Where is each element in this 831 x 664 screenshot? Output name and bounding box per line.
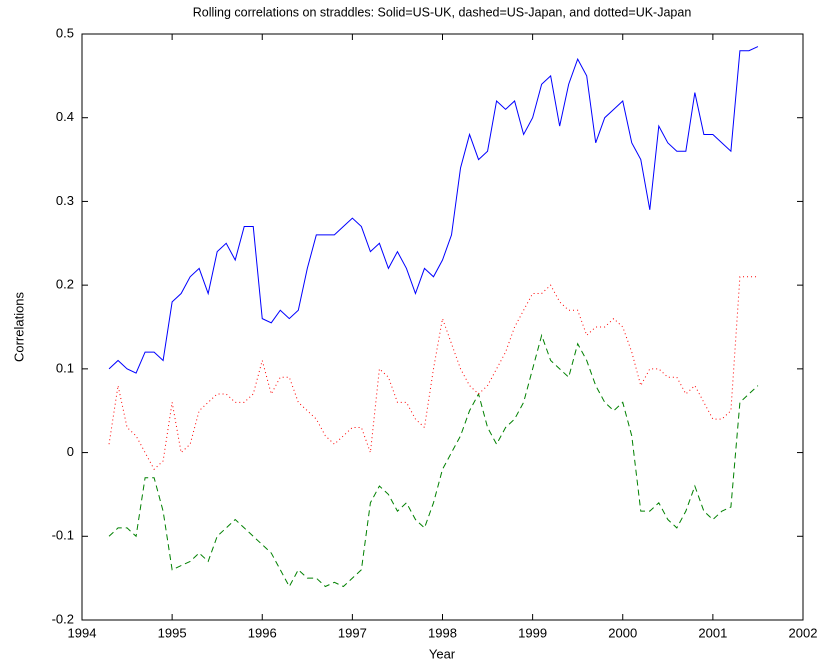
y-tick-label: 0.5 — [56, 25, 74, 40]
x-tick-label: 1995 — [158, 625, 187, 640]
x-tick-label: 1998 — [428, 625, 457, 640]
plot-frame — [81, 33, 804, 621]
series-line — [108, 46, 759, 374]
x-axis-label: Year — [429, 646, 456, 661]
chart-title: Rolling correlations on straddles: Solid… — [193, 5, 692, 19]
x-tick-label: 2001 — [698, 625, 727, 640]
series-line — [108, 276, 758, 471]
y-tick-label: 0 — [67, 444, 74, 459]
y-tick-label: -0.1 — [52, 528, 74, 543]
y-axis-label: Correlations — [11, 291, 26, 362]
y-tick-label: 0.1 — [56, 360, 74, 375]
x-tick-label: 1997 — [338, 625, 367, 640]
y-tick-label: 0.4 — [56, 109, 74, 124]
x-tick-label: 2002 — [789, 625, 818, 640]
series-line — [108, 333, 759, 588]
y-tick-label: 0.2 — [56, 277, 74, 292]
y-tick-label: -0.2 — [52, 611, 74, 626]
x-tick-label: 2000 — [608, 625, 637, 640]
x-tick-label: 1999 — [518, 625, 547, 640]
y-tick-label: 0.3 — [56, 193, 74, 208]
x-tick-label: 1996 — [248, 625, 277, 640]
x-tick-label: 1994 — [68, 625, 97, 640]
